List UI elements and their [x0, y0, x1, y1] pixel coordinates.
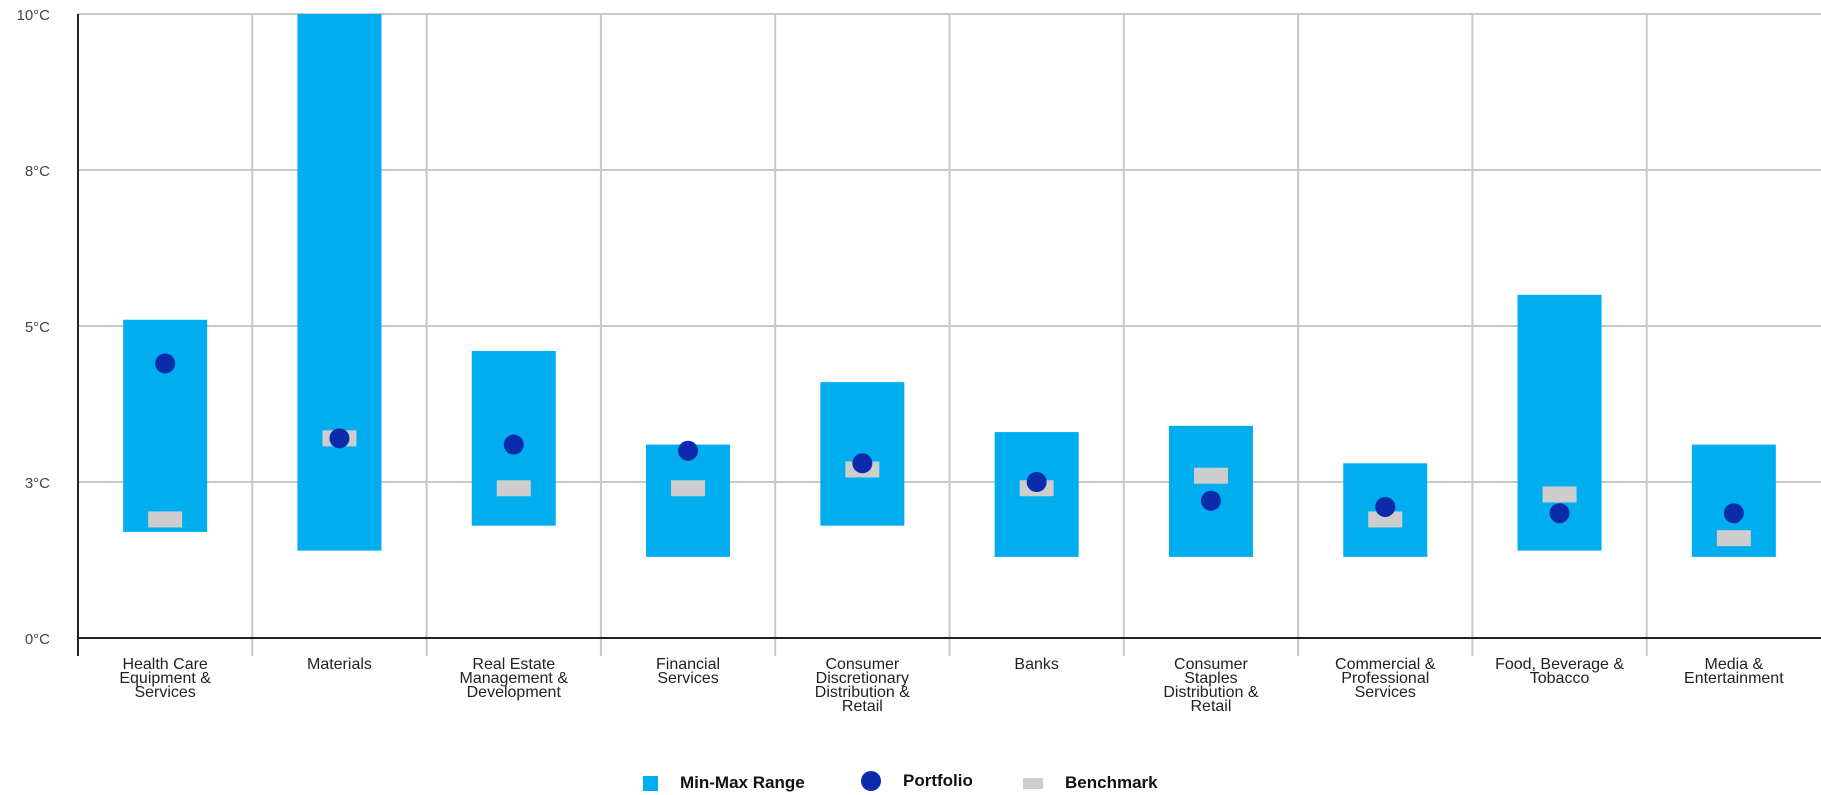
- benchmark-marker: [1542, 486, 1577, 503]
- benchmark-marker: [671, 480, 706, 497]
- x-tick-label-line: Development: [467, 684, 562, 701]
- x-tick-label-line: Services: [657, 670, 718, 687]
- benchmark-marker: [1716, 530, 1751, 547]
- x-tick-label-line: Entertainment: [1684, 670, 1784, 687]
- benchmark-marker: [148, 511, 183, 528]
- portfolio-dot: [678, 440, 699, 461]
- range-bar: [123, 319, 208, 532]
- x-tick-label: Consumer Staples Distribution & Retail: [1163, 656, 1258, 715]
- x-tick-label-line: Banks: [1014, 656, 1058, 673]
- x-tick-label-line: Management &: [459, 670, 568, 687]
- benchmark-marker: [496, 480, 531, 497]
- x-tick-label-line: Staples: [1184, 670, 1237, 687]
- portfolio-dot: [1723, 503, 1744, 524]
- x-tick-label-line: Retail: [1190, 698, 1231, 715]
- x-tick-label-line: Commercial &: [1335, 656, 1436, 673]
- x-tick-label: Media & Entertainment: [1684, 656, 1784, 687]
- portfolio-dot: [1026, 472, 1047, 492]
- x-tick-label-line: Services: [1355, 684, 1416, 701]
- y-tick-label: 3°C: [25, 475, 50, 492]
- portfolio-dot: [1200, 490, 1221, 511]
- x-tick-label: Commercial & Professional Services: [1335, 656, 1436, 701]
- benchmark-marker: [1368, 511, 1403, 528]
- y-tick-label: 10°C: [16, 7, 50, 24]
- x-tick-label: Financial Services: [656, 656, 720, 687]
- range-bar: [646, 444, 731, 557]
- x-tick-label-line: Media &: [1704, 656, 1763, 673]
- x-tick-label: Consumer Discretionary Distribution & Retai…: [815, 656, 910, 715]
- portfolio-dot: [503, 434, 524, 455]
- x-tick-label-line: Consumer: [1174, 656, 1248, 673]
- x-tick-label-line: Retail: [842, 698, 883, 715]
- x-tick-label-line: Materials: [307, 656, 372, 673]
- x-tick-label: Food, Beverage & Tobacco: [1495, 656, 1624, 687]
- x-tick-label-line: Health Care: [122, 656, 207, 673]
- x-tick-label-line: Discretionary: [816, 670, 909, 687]
- x-tick-label: Banks: [1014, 656, 1058, 673]
- x-tick-label-line: Distribution &: [815, 684, 910, 701]
- x-tick-label-line: Professional: [1341, 670, 1429, 687]
- benchmark-marker: [1193, 467, 1228, 484]
- portfolio-dot: [329, 428, 350, 449]
- x-tick-label-line: Food, Beverage &: [1495, 656, 1624, 673]
- portfolio-dot: [852, 453, 873, 474]
- x-tick-label-line: Financial: [656, 656, 720, 673]
- portfolio-dot: [1549, 503, 1570, 524]
- range-bar: [297, 14, 382, 551]
- portfolio-dot: [1375, 496, 1396, 517]
- portfolio-dot: [155, 353, 176, 374]
- y-tick-label: 8°C: [25, 163, 50, 180]
- x-tick-label-line: Tobacco: [1530, 670, 1590, 687]
- x-tick-label-line: Consumer: [825, 656, 899, 673]
- y-tick-label: 5°C: [25, 319, 50, 336]
- x-tick-label: Materials: [307, 656, 372, 673]
- x-tick-label: Health Care Equipment & Services: [119, 656, 211, 701]
- y-tick-label: 0°C: [25, 631, 50, 648]
- x-tick-label-line: Real Estate: [472, 656, 555, 673]
- x-tick-label-line: Equipment &: [119, 670, 211, 687]
- x-tick-label: Real Estate Management & Development: [459, 656, 568, 701]
- x-tick-label-line: Services: [134, 684, 195, 701]
- x-tick-label-line: Distribution &: [1163, 684, 1258, 701]
